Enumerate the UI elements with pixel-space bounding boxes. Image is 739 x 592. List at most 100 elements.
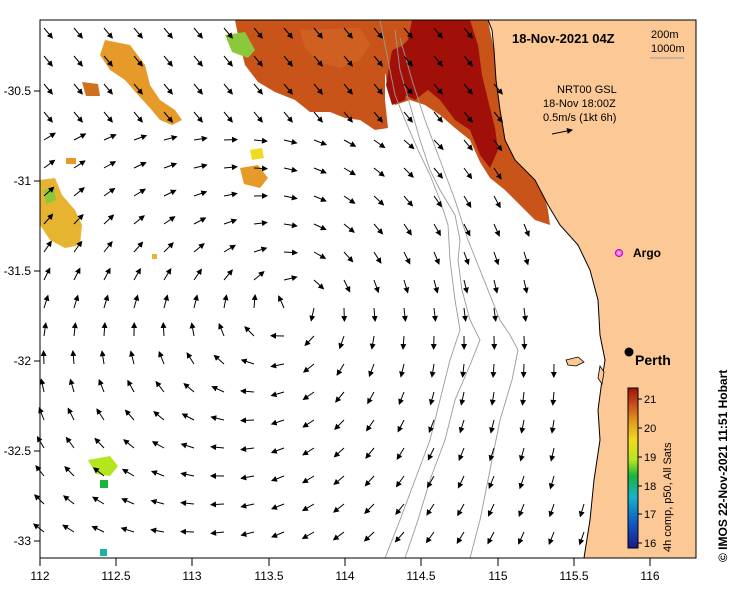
current-vector-arrow xyxy=(373,251,382,264)
current-vector-arrow xyxy=(433,251,440,265)
colorbar-label: 4h comp, p50, All Sats xyxy=(662,442,674,552)
current-vector-arrow xyxy=(240,446,255,452)
current-vector-arrow xyxy=(578,503,585,518)
current-vector-arrow xyxy=(193,217,207,225)
current-vector-arrow xyxy=(373,111,383,123)
current-vector-arrow xyxy=(163,216,176,225)
current-vector-arrow xyxy=(270,447,285,454)
current-vector-arrow xyxy=(193,163,208,170)
current-vector-arrow xyxy=(240,388,255,395)
current-vector-arrow xyxy=(73,240,83,253)
current-vector-arrow xyxy=(73,294,80,309)
current-vector-arrow xyxy=(133,111,143,123)
current-vector-arrow xyxy=(426,503,435,516)
current-vector-arrow xyxy=(549,419,556,434)
current-vector-arrow xyxy=(433,223,441,237)
isobath-lines xyxy=(379,20,519,558)
colorbar-tick-21: 21 xyxy=(644,394,656,406)
current-vector-arrow xyxy=(431,307,438,322)
current-vector-arrow xyxy=(283,55,293,67)
current-vector-arrow xyxy=(189,322,196,337)
current-vector-arrow xyxy=(396,447,405,460)
current-vector-arrow xyxy=(301,503,315,512)
lat-axis xyxy=(34,90,40,542)
current-vector-arrow xyxy=(133,241,144,253)
current-vector-arrow xyxy=(363,531,375,542)
current-vector-arrow xyxy=(301,531,315,539)
current-vector-arrow xyxy=(127,379,135,393)
current-vector-arrow xyxy=(253,83,263,95)
current-vector-arrow xyxy=(373,27,383,39)
current-vector-arrow xyxy=(398,391,405,406)
current-vector-arrow xyxy=(373,55,383,67)
rottnest-island xyxy=(565,356,585,367)
current-vector-arrow xyxy=(338,335,345,350)
current-vector-arrow xyxy=(490,363,497,378)
current-vector-arrow xyxy=(163,55,173,67)
current-vector-arrow xyxy=(253,270,265,281)
current-vector-arrow xyxy=(403,139,415,150)
current-vector-arrow xyxy=(151,441,165,449)
sst-colorbar: 21 20 19 18 17 16 4h comp, p50, All Sats xyxy=(627,387,674,552)
current-vector-arrow xyxy=(493,195,501,209)
current-vector-arrow xyxy=(180,471,195,478)
current-vector-arrow xyxy=(92,496,105,505)
lon-tick-label: 112.5 xyxy=(101,569,130,583)
current-vector-arrow xyxy=(253,165,268,172)
current-vector-arrow xyxy=(150,470,165,477)
current-vector-arrow xyxy=(103,55,113,67)
current-vector-arrow xyxy=(133,83,143,95)
lon-axis xyxy=(39,558,651,566)
current-vector-arrow xyxy=(463,83,473,95)
current-vector-arrow xyxy=(63,495,75,505)
current-vector-arrow xyxy=(403,195,414,207)
current-vector-arrow xyxy=(213,354,225,365)
current-vector-arrow xyxy=(133,267,141,281)
current-vector-arrow xyxy=(223,111,233,123)
colorbar-gradient xyxy=(627,387,639,549)
current-vector-arrow xyxy=(373,167,385,177)
current-vector-arrow xyxy=(369,335,376,350)
current-vector-arrow xyxy=(223,164,238,171)
map-frame xyxy=(39,19,697,559)
lon-tick-label: 114.5 xyxy=(406,569,435,583)
current-vector-arrow xyxy=(253,55,263,67)
current-vector-arrow xyxy=(270,475,285,482)
current-vector-arrow xyxy=(364,475,375,487)
current-vector-arrow xyxy=(373,139,386,149)
current-vector-arrow xyxy=(373,223,384,235)
credit-text: © IMOS 22-Nov-2021 11:51 Hobart xyxy=(716,370,730,562)
lon-tick-label: 113 xyxy=(182,569,201,583)
current-vector-arrow xyxy=(427,475,435,489)
current-vector-arrow xyxy=(73,27,83,39)
current-vector-arrow xyxy=(240,417,255,424)
current-vector-arrow xyxy=(302,391,315,401)
current-vector-arrow xyxy=(332,531,345,541)
current-vector-arrow xyxy=(492,279,499,294)
current-vector-arrow xyxy=(43,294,50,309)
current-vector-arrow xyxy=(462,307,468,322)
current-vector-arrow xyxy=(121,498,135,505)
current-vector-arrow xyxy=(463,111,473,123)
current-vector-arrow xyxy=(39,378,46,393)
lon-tick-label: 112 xyxy=(30,569,49,583)
current-vector-arrow xyxy=(43,267,51,281)
lon-tick-labels: 112 112.5 113 113.5 114 114.5 115 115.5 … xyxy=(30,569,659,583)
current-vector-arrow xyxy=(124,409,135,421)
current-vector-arrow xyxy=(210,444,225,451)
current-vector-arrow xyxy=(397,419,405,433)
current-vector-arrow xyxy=(150,499,165,505)
current-vector-arrow xyxy=(459,391,466,406)
current-vector-arrow xyxy=(403,83,413,95)
lat-tick-label: -32 xyxy=(14,354,32,368)
lon-tick-label: 116 xyxy=(640,569,659,583)
current-vector-arrow xyxy=(333,503,345,513)
current-vector-arrow xyxy=(193,83,203,95)
current-vector-arrow xyxy=(488,475,495,490)
current-vector-arrow xyxy=(343,251,354,263)
current-vector-arrow xyxy=(271,531,285,538)
current-vector-arrow xyxy=(121,468,135,477)
current-vector-arrow xyxy=(463,167,473,180)
current-vector-arrow xyxy=(163,83,173,95)
